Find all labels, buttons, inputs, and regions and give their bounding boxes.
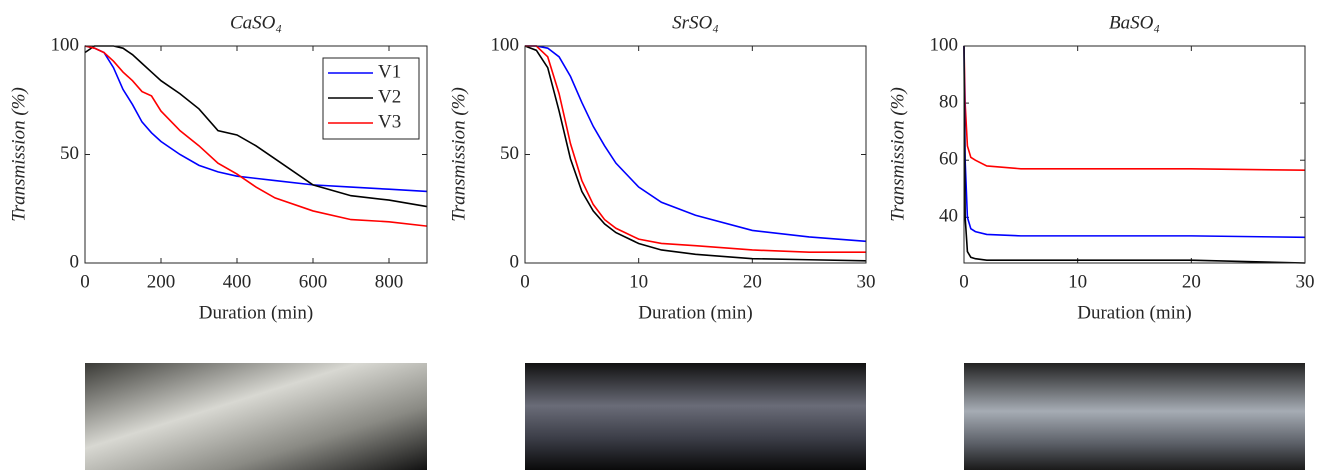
x-tick-label: 30 xyxy=(1296,271,1315,292)
x-axis-label: Duration (min) xyxy=(638,302,753,323)
y-tick-label: 50 xyxy=(60,143,79,164)
x-tick-label: 0 xyxy=(959,271,969,292)
x-tick-label: 20 xyxy=(743,271,762,292)
series-line xyxy=(963,45,1306,264)
x-tick-label: 10 xyxy=(1068,271,1087,292)
x-tick-label: 800 xyxy=(375,271,404,292)
y-tick-label: 60 xyxy=(939,149,958,170)
series-line xyxy=(84,45,428,227)
chart-title: CaSO₄ xyxy=(230,12,282,33)
series-line xyxy=(963,45,1306,171)
x-tick-label: 20 xyxy=(1182,271,1201,292)
plot-frame xyxy=(524,45,867,264)
y-tick-label: 80 xyxy=(939,91,958,112)
photo xyxy=(525,363,866,470)
photo xyxy=(85,363,427,470)
series-line xyxy=(524,45,867,262)
y-tick-label: 40 xyxy=(939,206,958,227)
photo xyxy=(964,363,1305,470)
plot-frame xyxy=(84,45,428,264)
y-tick-label: 100 xyxy=(930,34,959,55)
series-line xyxy=(963,45,1306,239)
y-axis-label: Transmission (%) xyxy=(887,87,908,222)
x-tick-label: 10 xyxy=(629,271,648,292)
series-line xyxy=(525,45,867,243)
y-axis-label: Transmission (%) xyxy=(8,87,29,222)
plot-frame xyxy=(963,45,1306,264)
y-tick-label: 0 xyxy=(510,251,520,272)
x-tick-label: 200 xyxy=(147,271,176,292)
chart-title: BaSO₄ xyxy=(1109,12,1160,33)
legend-label: V2 xyxy=(378,86,401,107)
series-line xyxy=(525,45,866,253)
legend-label: V1 xyxy=(378,61,401,82)
x-tick-label: 600 xyxy=(299,271,328,292)
y-tick-label: 50 xyxy=(500,143,519,164)
x-axis-label: Duration (min) xyxy=(1077,302,1192,323)
x-tick-label: 400 xyxy=(223,271,252,292)
y-tick-label: 0 xyxy=(70,251,80,272)
y-axis-label: Transmission (%) xyxy=(448,87,469,222)
x-tick-label: 30 xyxy=(857,271,876,292)
x-tick-label: 0 xyxy=(80,271,90,292)
x-axis-label: Duration (min) xyxy=(199,302,314,323)
chart-title: SrSO₄ xyxy=(672,12,719,33)
x-tick-label: 0 xyxy=(520,271,530,292)
legend-label: V3 xyxy=(378,111,401,132)
y-tick-label: 100 xyxy=(491,34,520,55)
y-tick-label: 100 xyxy=(51,34,80,55)
